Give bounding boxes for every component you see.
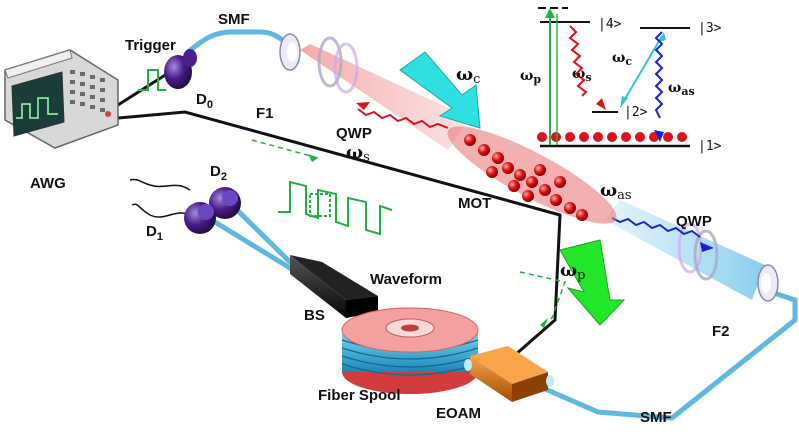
f1-label: F1	[256, 105, 274, 122]
qwp-right-icon	[677, 222, 703, 274]
awg-to-eoam-cable	[117, 110, 562, 357]
d2-label: D2	[210, 163, 227, 183]
level-omega-c-label: ωc	[612, 50, 632, 68]
level-omega-p-label: ωp	[520, 68, 541, 86]
awg-label: AWG	[30, 175, 66, 192]
omega-s-label: ωs	[346, 142, 370, 165]
level-1-ket: |1>	[698, 139, 722, 154]
f2-label: F2	[712, 323, 730, 340]
smf-top-label: SMF	[218, 11, 250, 28]
qwp-left-icon	[317, 36, 343, 88]
beam-splitter	[290, 255, 378, 318]
antistokes-beam	[605, 200, 779, 302]
trigger-pulse-icon	[138, 69, 166, 91]
d1-label: D1	[146, 223, 163, 243]
detector-d0	[164, 49, 197, 89]
eoam-label: EOAM	[436, 405, 481, 422]
level-3-ket: |3>	[698, 21, 722, 36]
waveform-icon	[278, 180, 393, 236]
antistokes-transition	[654, 31, 664, 119]
smf-bottom-segment	[533, 287, 798, 421]
atoms	[464, 134, 588, 221]
stokes-beam	[279, 33, 470, 150]
detector-d2	[209, 187, 241, 219]
trigger-label: Trigger	[125, 37, 176, 54]
smf-bottom-label: SMF	[640, 409, 672, 426]
omega-c-label: ωc	[456, 64, 480, 87]
d2-signal-wire	[129, 178, 191, 191]
omega-p-label: ωp	[560, 260, 585, 283]
coupling-beam-arrow	[399, 51, 481, 129]
awg-instrument	[4, 49, 119, 149]
level-omega-as-label: ωas	[668, 80, 695, 98]
energy-level-diagram	[537, 7, 690, 148]
stokes-transition	[568, 25, 588, 97]
qwp-left-label: QWP	[336, 125, 372, 142]
level-4-ket: |4>	[598, 17, 622, 32]
fiber-spool-label: Fiber Spool	[318, 387, 401, 404]
pump-beam-arrow	[559, 239, 626, 326]
eoam-modulator	[464, 346, 554, 402]
coupling-transition	[621, 35, 663, 105]
bs-to-d1-fiber	[212, 219, 293, 271]
smf-top-segment	[185, 29, 293, 55]
fiber-spool	[341, 307, 479, 394]
bs-label: BS	[304, 307, 325, 324]
bs-to-d2-fiber	[229, 202, 293, 265]
mot-label: MOT	[458, 195, 491, 212]
d0-label: D0	[196, 91, 213, 111]
omega-as-label: ωas	[600, 180, 632, 203]
qwp-right-label: QWP	[676, 213, 712, 230]
level-omega-s-label: ωs	[572, 66, 592, 84]
mot-atom-cloud	[447, 126, 617, 224]
detector-d1	[184, 202, 216, 234]
level-2-ket: |2>	[624, 105, 648, 120]
waveform-label: Waveform	[370, 271, 442, 288]
d1-signal-wire	[131, 203, 191, 218]
